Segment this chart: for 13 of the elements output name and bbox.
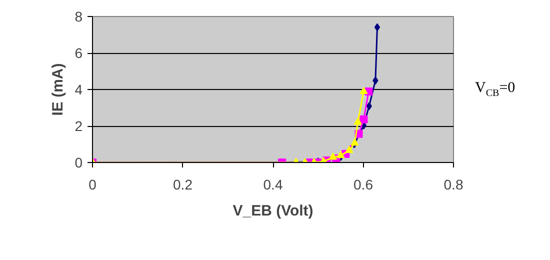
x-axis-title: V_EB (Volt) bbox=[232, 202, 314, 220]
x-tick-label: 0.2 bbox=[173, 176, 193, 192]
y-tick-label: 2 bbox=[74, 118, 83, 134]
text: V$_{CB}$=0 bbox=[475, 79, 516, 101]
x-tick-label: 0.4 bbox=[263, 176, 283, 192]
y-tick-label: 6 bbox=[74, 45, 83, 61]
x-tick-label: 0 bbox=[88, 176, 97, 192]
y-tick-label: 4 bbox=[74, 82, 83, 98]
y-tick-label: 8 bbox=[74, 8, 83, 24]
y-tick-label: 0 bbox=[74, 154, 83, 170]
x-tick-label: 0.6 bbox=[354, 176, 374, 192]
y-axis-title: IE (mA) bbox=[50, 63, 67, 116]
x-tick-label: 0.8 bbox=[444, 176, 464, 192]
